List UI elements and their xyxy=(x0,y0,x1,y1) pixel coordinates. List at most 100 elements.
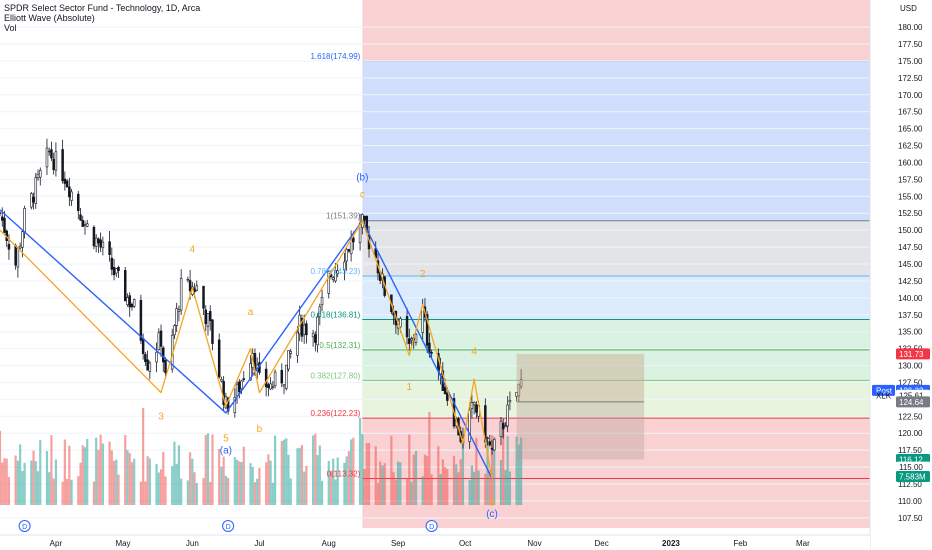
dividend-marker-icon xyxy=(425,520,438,532)
volume-bar xyxy=(285,438,288,505)
candle-body xyxy=(54,151,58,171)
price-tick-label: 112.50 xyxy=(898,480,922,489)
candle-body xyxy=(269,383,272,390)
volume-bar xyxy=(410,481,413,505)
volume-bar xyxy=(488,470,491,505)
candle-body xyxy=(139,299,143,341)
price-tick-label: 152.50 xyxy=(898,209,923,218)
dividend-marker-label: D xyxy=(429,524,434,531)
symbol-title[interactable]: SPDR Select Sector Fund - Technology, 1D… xyxy=(4,3,201,13)
volume-bar xyxy=(383,463,386,505)
candle-body xyxy=(23,207,26,233)
candle-body xyxy=(343,261,346,271)
wave-label: (c) xyxy=(486,509,498,520)
volume-bar xyxy=(437,446,440,505)
candle-body xyxy=(148,362,152,372)
wave-label: 5 xyxy=(223,433,229,444)
wave-label: 3 xyxy=(158,412,164,423)
fib-zone xyxy=(362,319,870,350)
price-tag-label: XLK xyxy=(876,391,892,400)
volume-bar xyxy=(218,448,221,505)
volume-bar xyxy=(238,461,241,505)
volume-bar xyxy=(430,474,433,505)
candle-body xyxy=(175,308,178,326)
volume-bar xyxy=(97,449,100,505)
volume-bar xyxy=(484,473,487,505)
volume-bar xyxy=(3,458,6,505)
volume-bar xyxy=(256,478,259,505)
candle-body xyxy=(285,364,288,389)
elliott-wave-lines[interactable] xyxy=(0,209,493,479)
volume-bar xyxy=(396,461,400,505)
volume-bar xyxy=(180,478,183,505)
volume-bar xyxy=(191,458,194,505)
candle-body xyxy=(282,384,286,387)
volume-bar xyxy=(19,444,22,505)
volume-bar xyxy=(332,458,335,505)
volume-bar xyxy=(7,476,11,505)
candle-body xyxy=(34,177,38,204)
volume-bar xyxy=(148,458,151,505)
candle-body xyxy=(499,420,503,437)
volume-bar xyxy=(452,455,456,505)
volume-bar xyxy=(457,472,460,505)
volume-bar xyxy=(63,439,66,505)
volume-bar xyxy=(477,470,480,505)
volume-bar xyxy=(54,459,58,505)
volume-bar xyxy=(99,434,102,505)
candle-body xyxy=(61,149,64,182)
volume-bar xyxy=(86,438,89,505)
wave-label: 1 xyxy=(406,382,412,393)
candle-body xyxy=(271,386,275,388)
volume-bar xyxy=(110,450,113,505)
price-tick-label: 145.00 xyxy=(898,260,923,269)
candle-body xyxy=(311,332,315,338)
dividend-marker-icon xyxy=(222,520,235,532)
long-position-tool[interactable] xyxy=(516,353,645,460)
volume-bar xyxy=(269,460,272,505)
volume-bar xyxy=(189,452,192,505)
volume-bar xyxy=(242,446,245,505)
price-tick-label: 162.50 xyxy=(898,142,923,151)
volume-bar xyxy=(115,459,118,505)
candle-body xyxy=(68,186,71,198)
candle-body xyxy=(493,438,496,451)
fib-level-label: 0(113.32) xyxy=(327,469,361,478)
price-tick-label: 122.50 xyxy=(898,412,923,421)
candle-body xyxy=(110,257,114,270)
candle-body xyxy=(249,363,252,381)
price-tick-label: 172.50 xyxy=(898,74,923,83)
price-badge xyxy=(896,396,930,408)
volume-bar xyxy=(343,462,346,505)
volume-bar xyxy=(517,444,520,505)
wave-label: a xyxy=(248,307,254,318)
volume-bar xyxy=(139,481,142,505)
fib-zone xyxy=(362,220,870,276)
price-axis[interactable]: USD 180.00 177.50 175.00 172.50 170.00 167.50 1… xyxy=(869,0,932,550)
indicator-legend[interactable]: Elliott Wave (Absolute) xyxy=(4,13,95,23)
candle-body xyxy=(195,285,199,291)
fib-level-label: 0.786(143.23) xyxy=(310,267,360,276)
candle-body xyxy=(179,278,183,311)
volume-bar xyxy=(45,450,49,505)
price-tick-label: 165.00 xyxy=(898,125,923,134)
volume-bar xyxy=(155,463,158,505)
volume-bar xyxy=(16,460,19,505)
candle-body xyxy=(173,325,176,336)
candle-body xyxy=(515,392,518,397)
price-tick-label: 117.50 xyxy=(898,446,922,455)
volume-legend[interactable]: Vol xyxy=(4,23,17,33)
candle-body xyxy=(123,270,127,302)
price-tick-label: 120.00 xyxy=(898,429,923,438)
candle-body xyxy=(410,338,413,341)
volume-bar xyxy=(79,462,82,505)
volume-bar xyxy=(34,461,37,505)
volume-bar xyxy=(473,471,476,505)
time-axis[interactable]: Apr May Jun Jul Aug Sep Oct Nov Dec 2023 Feb Mar xyxy=(0,534,870,550)
volume-bar xyxy=(334,479,337,505)
candle-body xyxy=(273,371,277,387)
volume-bar xyxy=(224,475,227,505)
